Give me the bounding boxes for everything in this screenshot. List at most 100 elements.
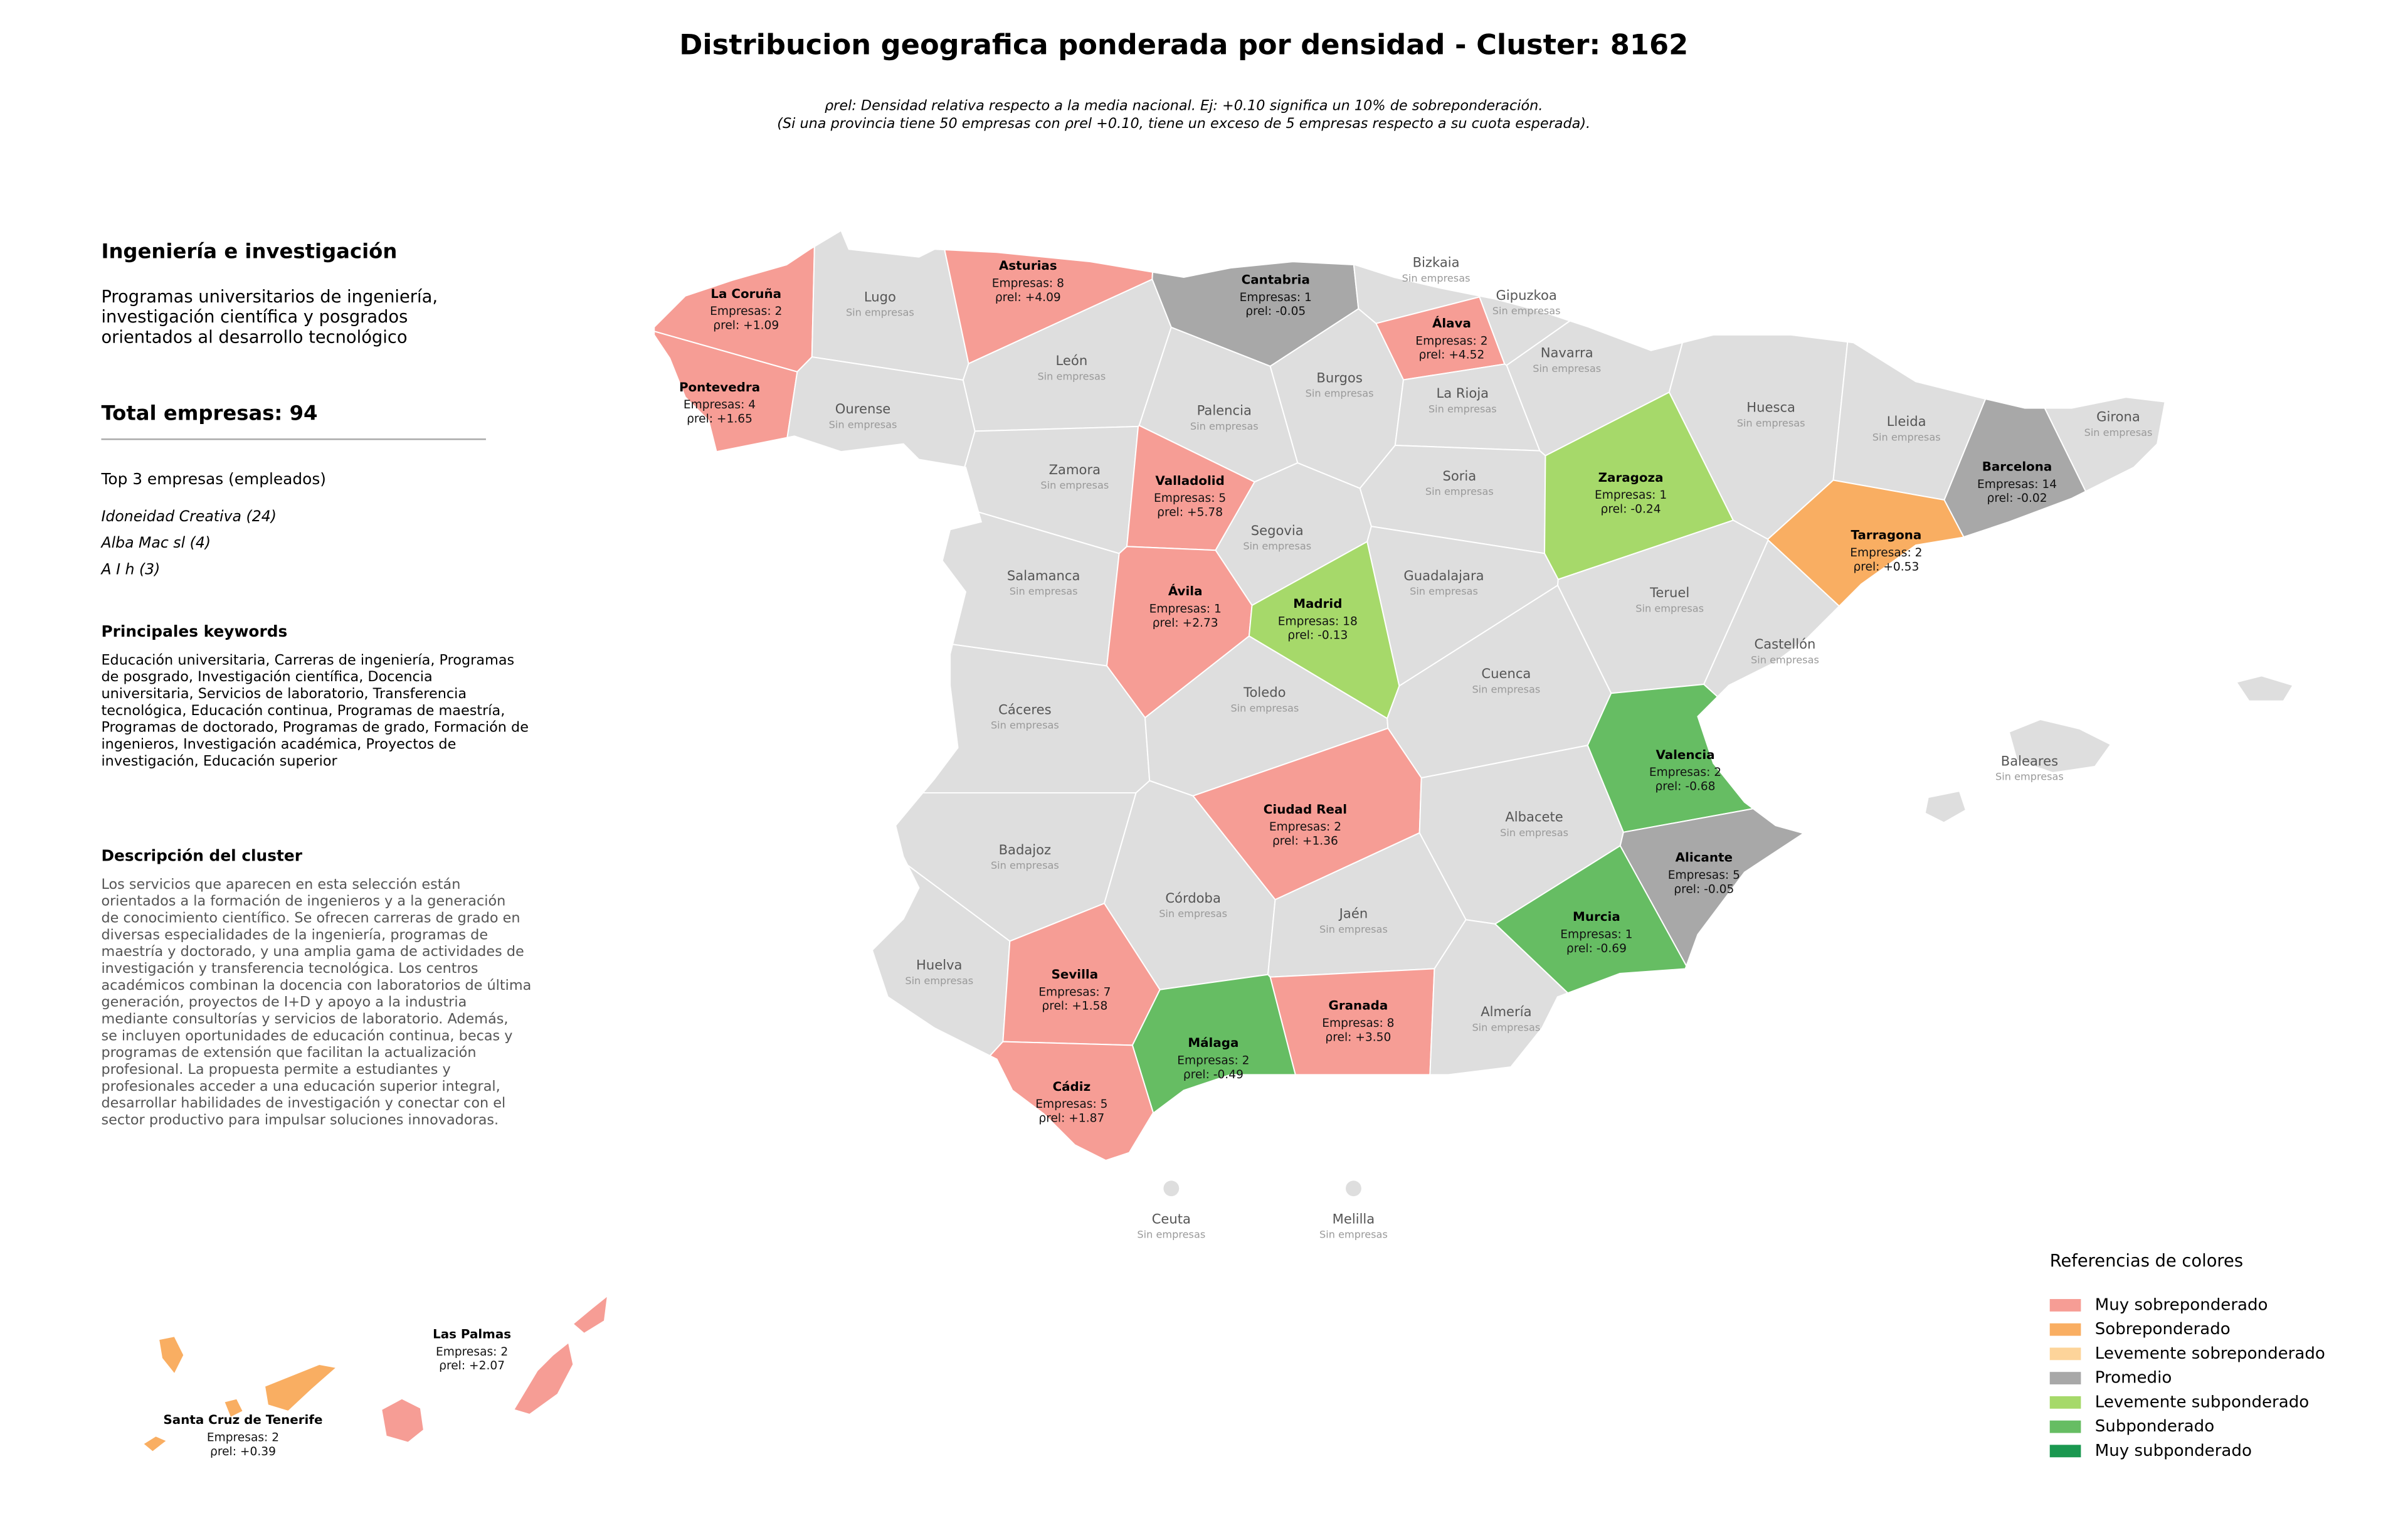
province-info: Sin empresas <box>1137 1229 1205 1241</box>
province-info: ρrel: +5.78 <box>1157 506 1223 519</box>
cluster-line: desarrollar habilidades de investigación… <box>101 1095 505 1112</box>
province-info: Empresas: 1 <box>1240 291 1312 304</box>
province-name: Málaga <box>1188 1036 1238 1050</box>
province-info: Sin empresas <box>1040 479 1109 491</box>
province-info: ρrel: +4.52 <box>1418 349 1484 362</box>
province-info: Empresas: 1 <box>1560 928 1632 941</box>
province-info: Sin empresas <box>1037 370 1106 382</box>
total: Total empresas: 94 <box>101 401 317 425</box>
province-name: Ceuta <box>1152 1211 1191 1226</box>
province-info: Sin empresas <box>905 975 973 987</box>
province-name: Santa Cruz de Tenerife <box>163 1413 322 1427</box>
province-info: ρrel: -0.05 <box>1245 305 1306 318</box>
province-shape <box>1346 1180 1361 1197</box>
province-name: Bizkaia <box>1413 255 1460 270</box>
province-info: Sin empresas <box>1425 485 1494 497</box>
province-shape <box>2236 675 2294 702</box>
province-info: ρrel: -0.13 <box>1287 629 1348 642</box>
top-title: Top 3 empresas (empleados) <box>100 470 326 488</box>
province-name: Ávila <box>1168 584 1203 598</box>
legend-label: Muy subponderado <box>2095 1441 2252 1460</box>
province-name: La Rioja <box>1437 385 1489 401</box>
province-shape <box>142 1435 168 1453</box>
province-info: Empresas: 2 <box>1269 820 1341 834</box>
subtitle: ρrel: Densidad relativa respecto a la me… <box>825 97 1543 114</box>
top-item: Idoneidad Creativa (24) <box>101 507 276 525</box>
legend-swatch <box>2049 1445 2081 1458</box>
keywords-line: Programas de doctorado, Programas de gra… <box>101 719 529 736</box>
province-info: ρrel: +0.53 <box>1853 560 1919 573</box>
province-shape <box>513 1342 574 1415</box>
province-info: ρrel: +1.87 <box>1038 1112 1104 1125</box>
province-info: Empresas: 2 <box>710 305 782 318</box>
legend-swatch <box>2049 1372 2081 1385</box>
legend-title: Referencias de colores <box>2050 1251 2243 1271</box>
province-name: Almería <box>1481 1004 1531 1019</box>
province-info: ρrel: -0.24 <box>1601 503 1661 516</box>
province-info: Empresas: 2 <box>207 1431 279 1444</box>
keywords-line: investigación, Educación superior <box>101 753 337 769</box>
province-info: Empresas: 2 <box>436 1345 508 1359</box>
province-info: Empresas: 4 <box>684 398 756 411</box>
province-name: Ourense <box>835 401 891 416</box>
province-name: Pontevedra <box>679 380 760 395</box>
province-name: Madrid <box>1293 597 1342 611</box>
province-info: Sin empresas <box>1190 420 1259 432</box>
province-shape <box>264 1364 338 1412</box>
cluster-title: Descripción del cluster <box>101 847 302 865</box>
cluster-line: diversas especialidades de la ingeniería… <box>101 926 488 943</box>
province-name: Baleares <box>2001 753 2058 768</box>
province-info: Sin empresas <box>1306 388 1374 400</box>
province-info: ρrel: +1.09 <box>713 319 779 332</box>
province-info: Empresas: 2 <box>1177 1054 1249 1068</box>
province-name: La Coruña <box>710 287 781 301</box>
province-info: Sin empresas <box>1010 585 1078 597</box>
legend-swatch <box>2049 1298 2081 1312</box>
province-info: ρrel: +2.07 <box>439 1359 505 1372</box>
province-shape <box>1429 919 1569 1076</box>
province-name: Álava <box>1432 316 1471 331</box>
province-name: Tarragona <box>1851 528 1922 543</box>
province-name: Huesca <box>1746 400 1795 415</box>
province-info: Empresas: 18 <box>1278 615 1358 628</box>
province-info: ρrel: -0.68 <box>1655 780 1715 793</box>
cluster-line: programas de extensión que facilitan la … <box>101 1044 476 1061</box>
panel-description: investigación científica y posgrados <box>101 307 408 327</box>
province-name: Zamora <box>1049 462 1101 477</box>
province-info: Empresas: 2 <box>1415 334 1487 348</box>
province-name: Asturias <box>999 258 1057 273</box>
province-info: Sin empresas <box>1472 684 1540 696</box>
province-info: Sin empresas <box>829 418 897 430</box>
province-name: Cádiz <box>1053 1080 1091 1094</box>
province-info: Sin empresas <box>1319 1229 1388 1241</box>
province-name: Lugo <box>864 289 896 304</box>
province-name: Alicante <box>1676 851 1733 865</box>
province-info: ρrel: -0.05 <box>1674 883 1734 896</box>
province-name: Ciudad Real <box>1264 802 1347 817</box>
legend-swatch <box>2049 1323 2081 1336</box>
province-name: Badajoz <box>999 842 1052 857</box>
province-shape <box>223 1398 244 1418</box>
provinces <box>142 230 2294 1453</box>
province-info: Sin empresas <box>1402 272 1471 284</box>
cluster-line: profesionales acceder a una educación su… <box>101 1078 500 1095</box>
province-name: Albacete <box>1505 809 1563 825</box>
cluster-line: Los servicios que aparecen en esta selec… <box>101 876 460 893</box>
province-info: Empresas: 8 <box>992 277 1064 290</box>
cluster-line: orientados a la formación de ingenieros … <box>101 893 505 910</box>
province-info: Sin empresas <box>846 307 914 319</box>
province-shape <box>653 330 798 453</box>
keywords-line: ingenieros, Investigación académica, Pro… <box>101 736 456 752</box>
province-info: Sin empresas <box>991 859 1059 871</box>
province-info: Empresas: 7 <box>1038 985 1111 999</box>
province-info: Sin empresas <box>1737 417 1805 429</box>
legend-swatch <box>2049 1420 2081 1433</box>
province-name: León <box>1056 353 1088 368</box>
province-info: Empresas: 14 <box>1977 478 2057 491</box>
province-info: Sin empresas <box>1635 602 1704 614</box>
province-name: Guadalajara <box>1403 568 1484 583</box>
province-name: Murcia <box>1573 910 1620 924</box>
